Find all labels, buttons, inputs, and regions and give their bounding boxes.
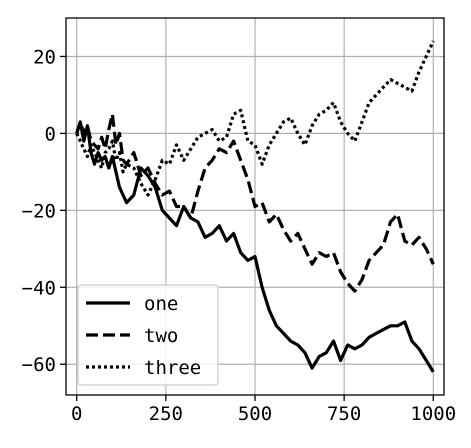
x-tick-label: 1000 [410,403,456,425]
series-line-one [75,120,435,373]
axis-ticks: 0 250 500 750 1000 20 0 −20 −40 −60 [22,46,457,425]
y-tick-label: 0 [45,123,56,145]
legend: one two three [77,284,219,386]
series-line-three [75,40,435,197]
y-tick-label: −40 [22,277,56,299]
series-line-two [75,112,435,293]
y-tick-label: −20 [22,200,56,222]
y-tick-label: 20 [33,46,56,68]
x-tick-label: 250 [149,403,183,425]
legend-box [77,284,219,386]
x-tick-label: 0 [71,403,82,425]
legend-label-two: two [144,325,178,347]
legend-label-one: one [144,293,178,315]
legend-label-three: three [144,357,201,379]
x-tick-label: 750 [327,403,361,425]
y-tick-label: −60 [22,354,56,376]
series-lines [75,40,435,373]
x-tick-label: 500 [238,403,272,425]
